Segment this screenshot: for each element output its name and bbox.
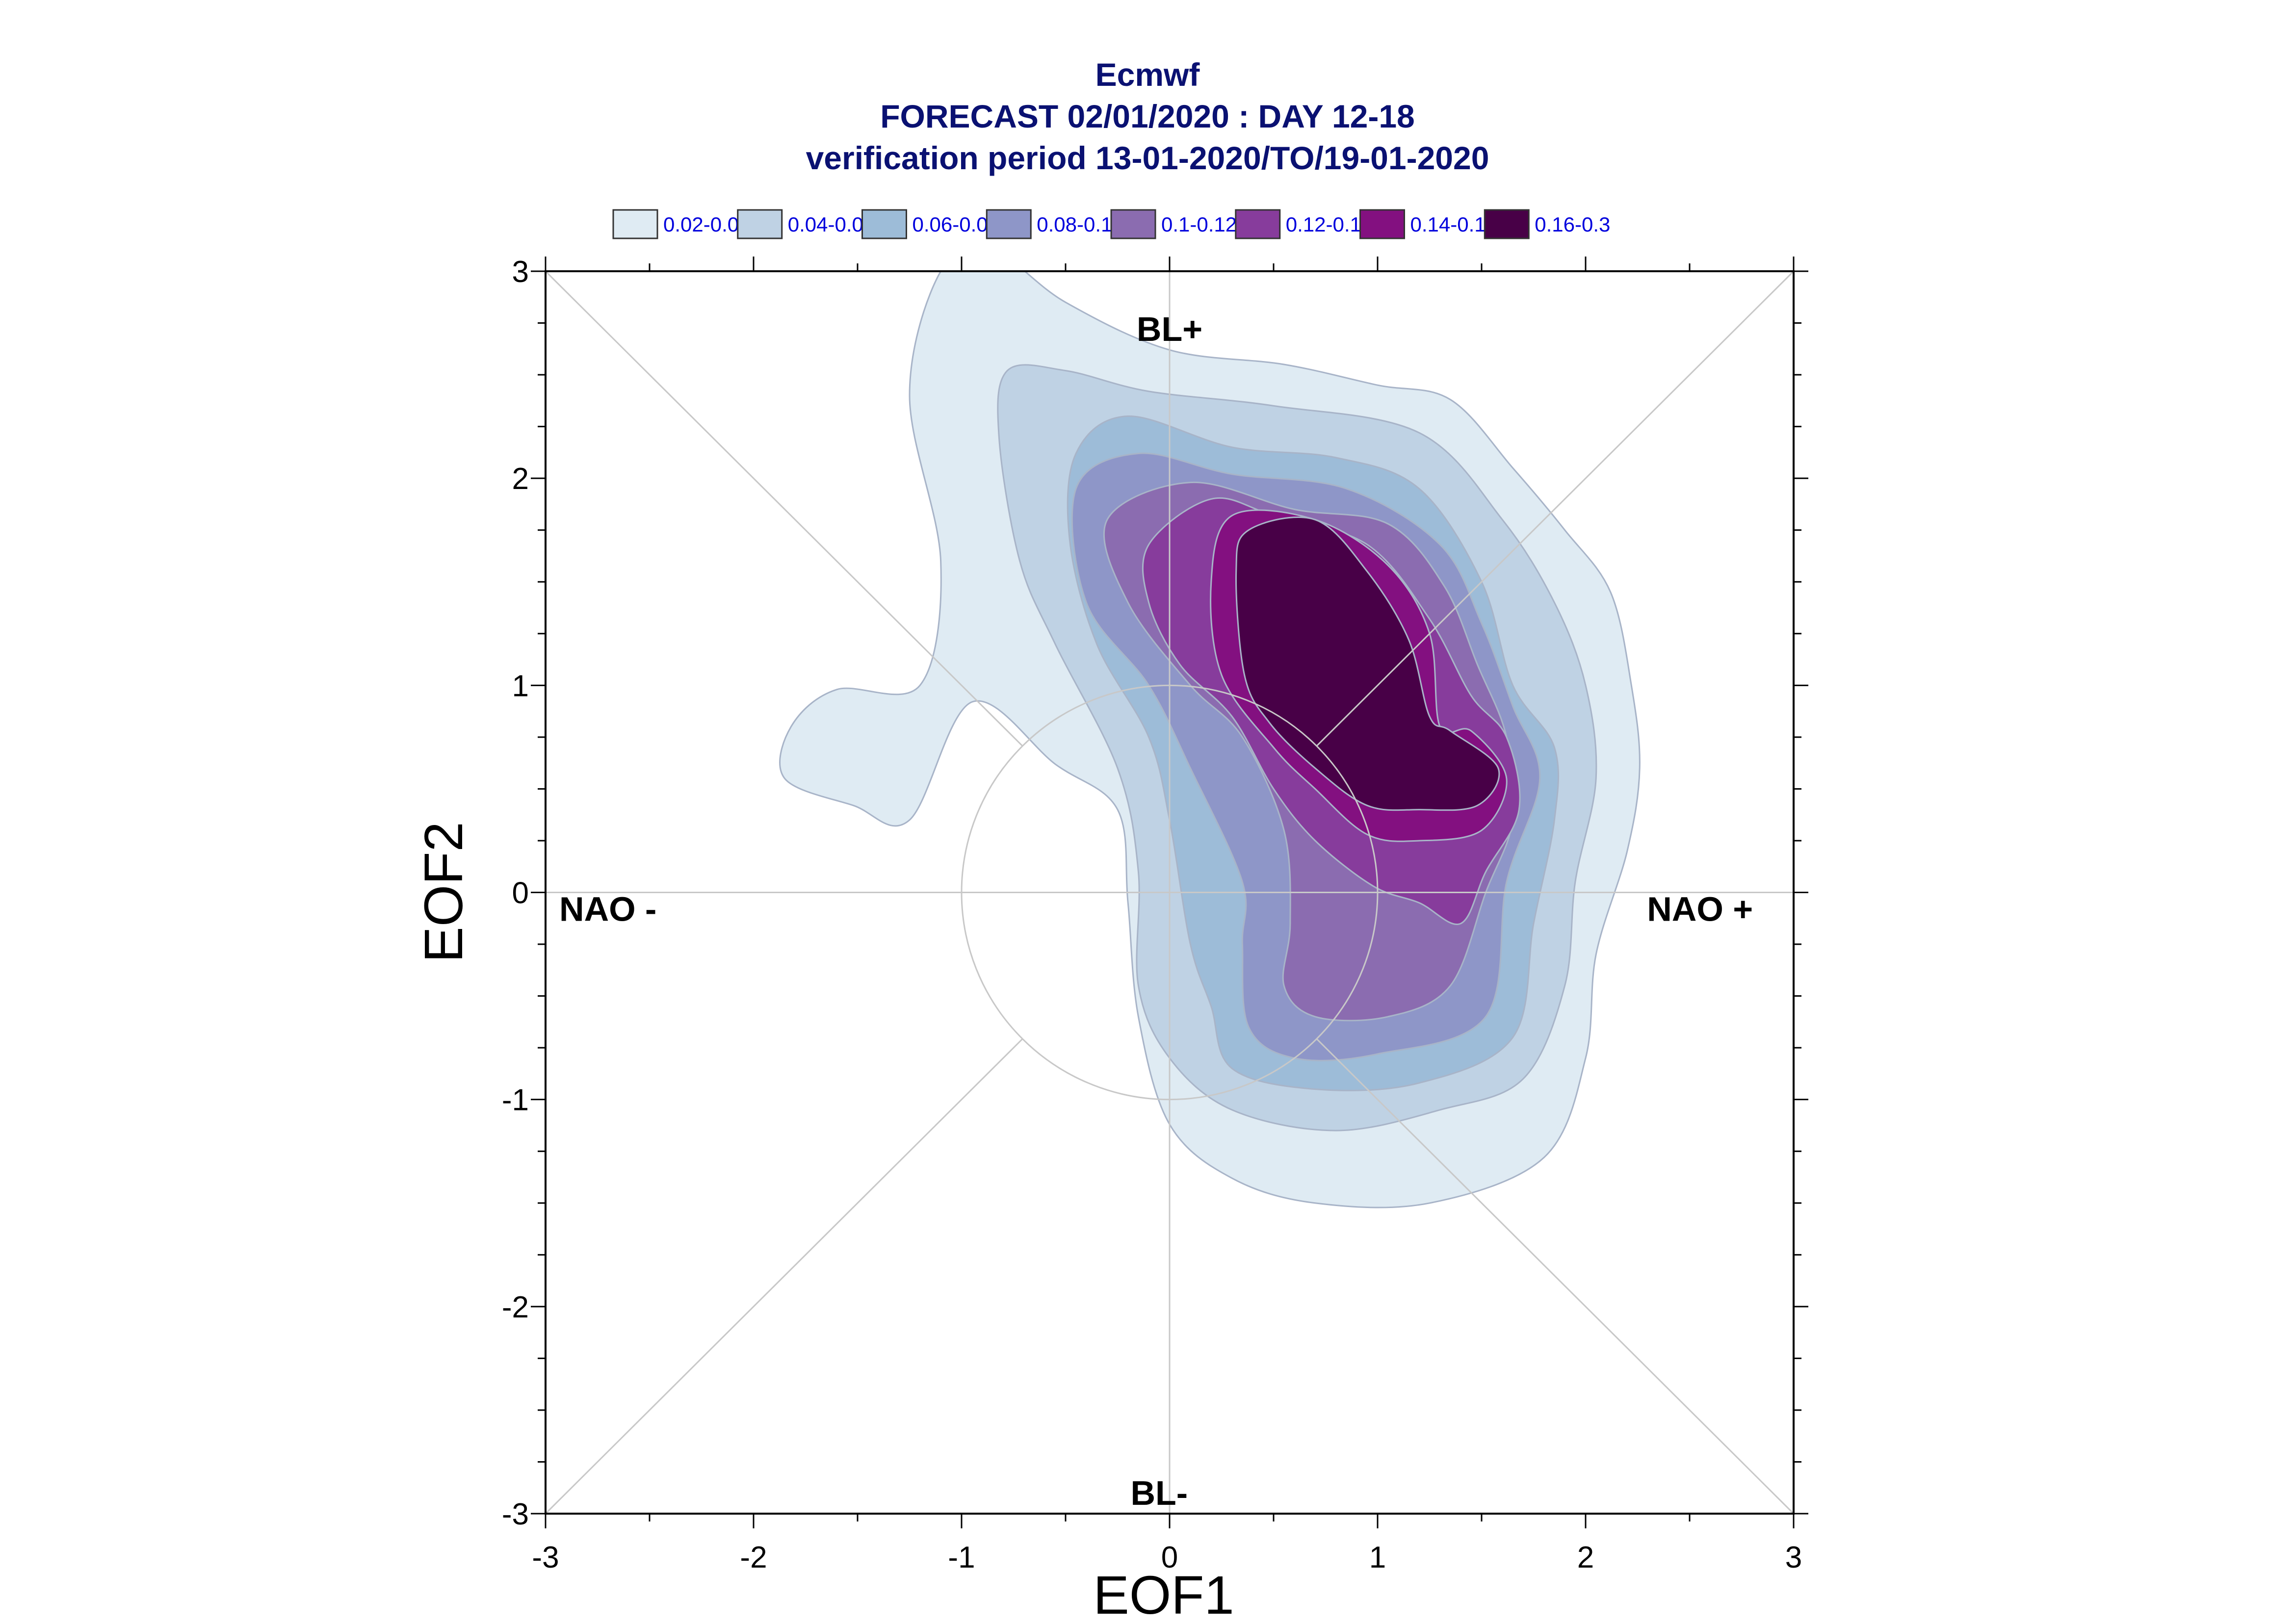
axis-ticks: -3 -2 -1 0 1 2 3 -3 -2 -1 0 1 2 3 [502, 255, 1808, 1574]
chart-title: Ecmwf FORECAST 02/01/2020 : DAY 12-18 ve… [806, 56, 1489, 176]
guide-diagonal-br [1316, 1038, 1795, 1515]
legend: 0.02-0.04 0.04-0.06 0.06-0.08 0.08-0.1 0.1-0… [612, 209, 1610, 239]
legend-swatch [737, 209, 783, 239]
contour-level-8 [1235, 516, 1500, 811]
density-contours [779, 271, 1641, 1209]
guide-diagonal-tl [545, 270, 1023, 747]
legend-label: 0.02-0.04 [663, 213, 750, 236]
regime-label: BL+ [1137, 310, 1202, 348]
y-tick-label: -2 [502, 1290, 529, 1324]
legend-swatch [1359, 209, 1405, 239]
title-line-2: FORECAST 02/01/2020 : DAY 12-18 [880, 98, 1415, 134]
x-tick-label: 1 [1369, 1541, 1386, 1574]
legend-swatch [861, 209, 907, 239]
x-tick-label: -3 [532, 1541, 559, 1574]
guide-diagonal-bl [545, 1038, 1023, 1515]
regime-label: NAO - [559, 890, 656, 928]
x-tick-label: 2 [1577, 1541, 1594, 1574]
regime-labels: BL+ NAO - NAO + BL- [559, 310, 1753, 1512]
y-tick-label: 1 [512, 669, 529, 703]
x-tick-label: -2 [740, 1541, 767, 1574]
y-tick-label: 0 [512, 876, 529, 910]
guide-diagonal-tr [1316, 270, 1795, 747]
legend-label: 0.16-0.3 [1535, 213, 1610, 236]
y-axis-title: EOF2 [414, 822, 474, 962]
legend-swatch [612, 209, 658, 239]
legend-label: 0.1-0.12 [1161, 213, 1237, 236]
title-line-3: verification period 13-01-2020/TO/19-01-… [806, 140, 1489, 176]
legend-label: 0.06-0.08 [913, 213, 999, 236]
legend-swatch [1110, 209, 1156, 239]
x-tick-label: 3 [1785, 1541, 1802, 1574]
legend-swatch [986, 209, 1032, 239]
legend-label: 0.14-0.16 [1410, 213, 1497, 236]
legend-swatch [1484, 209, 1530, 239]
legend-label: 0.12-0.14 [1286, 213, 1373, 236]
legend-label: 0.08-0.1 [1037, 213, 1112, 236]
y-tick-label: 3 [512, 255, 529, 289]
x-axis-title: EOF1 [1093, 1565, 1234, 1624]
legend-label: 0.04-0.06 [788, 213, 875, 236]
y-tick-label: 2 [512, 462, 529, 496]
regime-guides [545, 270, 1795, 1515]
regime-label: BL- [1130, 1474, 1188, 1512]
y-tick-label: -3 [502, 1497, 529, 1531]
legend-swatch [1235, 209, 1281, 239]
x-tick-label: 0 [1161, 1541, 1178, 1574]
y-tick-label: -1 [502, 1083, 529, 1117]
guide-unit-circle [961, 684, 1379, 1101]
x-tick-label: -1 [948, 1541, 975, 1574]
regime-label: NAO + [1647, 890, 1753, 928]
title-line-1: Ecmwf [1095, 56, 1200, 93]
